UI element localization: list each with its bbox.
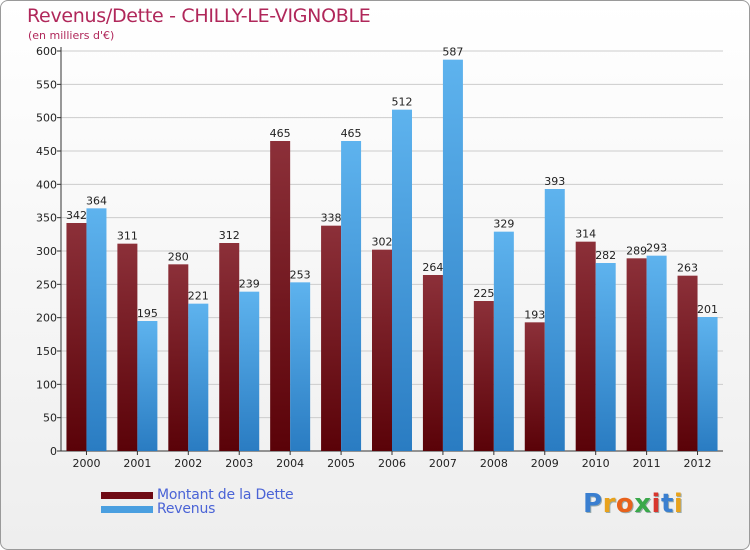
data-label-revenus-2008: 329 <box>493 218 514 231</box>
data-label-revenus-2004: 253 <box>290 268 311 281</box>
bar-debt-2007 <box>422 275 443 451</box>
logo-letter: x <box>634 489 652 519</box>
logo-letter: i <box>651 489 661 519</box>
data-label-revenus-2007: 587 <box>442 46 463 59</box>
bar-revenus-2003 <box>239 291 260 451</box>
x-tick-label-2012: 2012 <box>684 457 712 470</box>
bar-revenus-2005 <box>341 141 362 451</box>
bar-debt-2005 <box>321 225 342 451</box>
bar-revenus-2009 <box>544 189 565 451</box>
data-label-revenus-2002: 221 <box>188 290 209 303</box>
bar-debt-2001 <box>117 243 138 451</box>
y-tick-label-50: 50 <box>43 412 57 425</box>
y-tick-label-150: 150 <box>36 345 57 358</box>
bars <box>66 59 718 452</box>
y-tick-label-500: 500 <box>36 112 57 125</box>
x-tick-label-2002: 2002 <box>174 457 202 470</box>
data-label-debt-2012: 263 <box>677 262 698 275</box>
proxiti-logo: Proxiti <box>583 489 683 519</box>
legend-swatch-debt <box>101 492 153 499</box>
data-label-debt-2002: 280 <box>168 250 189 263</box>
bar-debt-2004 <box>270 141 291 451</box>
data-label-revenus-2001: 195 <box>137 307 158 320</box>
x-tick-label-2008: 2008 <box>480 457 508 470</box>
bar-revenus-2011 <box>646 255 667 451</box>
y-tick-label-200: 200 <box>36 312 57 325</box>
data-label-revenus-2012: 201 <box>697 303 718 316</box>
data-label-revenus-2000: 364 <box>86 194 107 207</box>
y-tick-label-450: 450 <box>36 145 57 158</box>
legend-swatch-revenus <box>101 506 153 513</box>
data-label-revenus-2010: 282 <box>595 249 616 262</box>
data-label-debt-2004: 465 <box>270 127 291 140</box>
bar-revenus-2002 <box>188 303 209 451</box>
data-label-debt-2008: 225 <box>473 287 494 300</box>
data-label-debt-2009: 193 <box>524 308 545 321</box>
bar-debt-2006 <box>372 249 392 451</box>
logo-letter: t <box>660 489 674 519</box>
data-labels: 342 364 311 195 280 221 312 239 465 253 338 465 302 5… <box>66 46 718 322</box>
y-tick-label-0: 0 <box>50 445 57 458</box>
data-label-debt-2010: 314 <box>575 228 596 241</box>
data-label-debt-2007: 264 <box>422 261 443 274</box>
x-tick-label-2006: 2006 <box>378 457 406 470</box>
x-tick-label-2005: 2005 <box>327 457 355 470</box>
y-tick-label-600: 600 <box>36 45 57 58</box>
data-label-revenus-2009: 393 <box>544 175 565 188</box>
x-tick-label-2011: 2011 <box>633 457 661 470</box>
x-tick-label-2000: 2000 <box>72 457 100 470</box>
bar-revenus-2008 <box>493 231 514 451</box>
x-tick-label-2004: 2004 <box>276 457 304 470</box>
data-label-revenus-2006: 512 <box>392 96 413 109</box>
bar-revenus-2007 <box>442 59 463 452</box>
bar-revenus-2012 <box>697 317 718 451</box>
bar-debt-2010 <box>575 241 596 451</box>
y-tick-label-350: 350 <box>36 212 57 225</box>
bar-revenus-2001 <box>137 321 158 451</box>
x-tick-label-2010: 2010 <box>582 457 610 470</box>
logo-letter: o <box>615 489 635 519</box>
x-tick-label-2001: 2001 <box>123 457 151 470</box>
x-tick-label-2007: 2007 <box>429 457 457 470</box>
bar-debt-2009 <box>524 322 545 451</box>
logo-letter: P <box>583 489 603 519</box>
data-label-revenus-2005: 465 <box>341 127 362 140</box>
y-tick-label-550: 550 <box>36 78 57 91</box>
data-label-revenus-2011: 293 <box>646 242 667 255</box>
bar-debt-2003 <box>219 243 240 451</box>
data-label-revenus-2003: 239 <box>239 278 260 291</box>
data-label-debt-2003: 312 <box>219 229 240 242</box>
y-tick-label-400: 400 <box>36 178 57 191</box>
bar-debt-2012 <box>677 275 698 451</box>
bar-revenus-2004 <box>290 282 311 451</box>
bar-debt-2000 <box>66 223 87 451</box>
legend-label-revenus: Revenus <box>157 501 216 517</box>
bar-debt-2008 <box>473 301 494 451</box>
bar-debt-2011 <box>626 258 647 451</box>
y-tick-label-300: 300 <box>36 245 57 258</box>
axes: 0 50 100 150 200 250 300 350 400 450 500 550 600 2000… <box>36 45 723 470</box>
data-label-debt-2005: 338 <box>321 212 342 225</box>
data-label-debt-2000: 342 <box>66 209 87 222</box>
y-tick-label-100: 100 <box>36 378 57 391</box>
chart-title: Revenus/Dette - CHILLY-LE-VIGNOBLE <box>27 5 371 27</box>
logo-letter: i <box>673 489 684 519</box>
x-tick-label-2009: 2009 <box>531 457 559 470</box>
bar-revenus-2006 <box>392 109 412 452</box>
data-label-debt-2011: 289 <box>626 244 647 257</box>
data-label-debt-2001: 311 <box>117 230 138 243</box>
bar-debt-2002 <box>168 264 189 451</box>
bar-revenus-2010 <box>595 263 616 451</box>
y-tick-label-250: 250 <box>36 278 57 291</box>
data-label-debt-2006: 302 <box>372 236 393 249</box>
logo-letter: r <box>602 489 616 519</box>
legend-label-debt: Montant de la Dette <box>157 487 294 503</box>
chart-subtitle: (en milliers d'€) <box>28 29 115 42</box>
x-tick-label-2003: 2003 <box>225 457 253 470</box>
bar-revenus-2000 <box>86 208 107 451</box>
